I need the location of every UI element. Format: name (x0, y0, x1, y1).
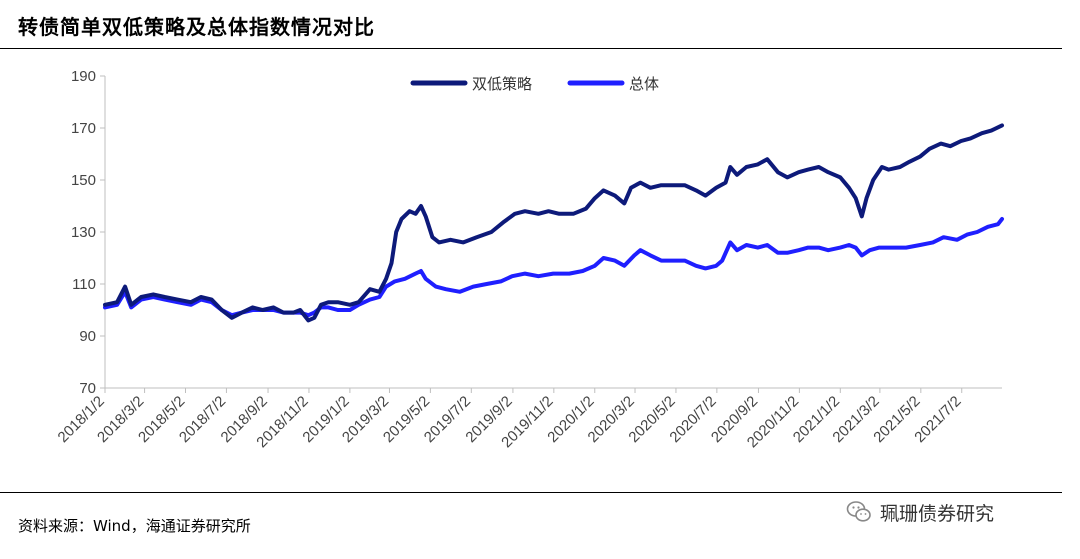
legend-label-overall: 总体 (629, 75, 659, 93)
y-tick-label: 190 (71, 68, 96, 85)
footer-divider (0, 492, 1062, 493)
y-tick-label: 130 (71, 224, 96, 241)
x-axis: 2018/1/22018/3/22018/5/22018/7/22018/9/2… (55, 387, 1002, 451)
y-tick-label: 170 (71, 120, 96, 137)
line-chart: 70 90 110 130 150 170 190 2018/1/22018/3/22018… (55, 68, 1004, 451)
y-tick-label: 90 (79, 328, 96, 345)
legend-label-strategy: 双低策略 (472, 75, 532, 93)
y-tick-label: 150 (71, 172, 96, 189)
legend: 双低策略 总体 (410, 75, 659, 93)
watermark: 珮珊债券研究 (846, 499, 994, 525)
series-line-strategy (103, 123, 1004, 323)
series-line-overall (103, 217, 1004, 318)
watermark-text: 珮珊债券研究 (880, 502, 995, 525)
wechat-icon (846, 501, 871, 522)
series-group (103, 123, 1004, 323)
y-tick-label: 70 (79, 380, 96, 397)
y-axis: 70 90 110 130 150 170 190 (71, 68, 106, 397)
source-note: 资料来源：Wind，海通证券研究所 (18, 517, 251, 535)
page-title: 转债简单双低策略及总体指数情况对比 (18, 15, 375, 39)
title-bar: 转债简单双低策略及总体指数情况对比 (0, 0, 1062, 49)
y-tick-label: 110 (72, 276, 96, 293)
